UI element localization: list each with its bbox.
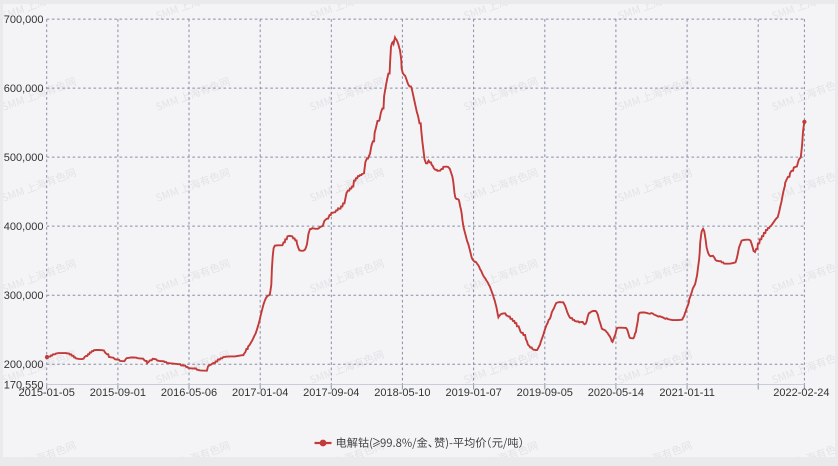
watermark-string	[772, 81, 835, 111]
watermark-text	[489, 440, 539, 457]
series-layer	[44, 34, 807, 372]
x-axis	[46, 384, 805, 390]
legend-label	[336, 437, 522, 450]
watermark-string	[618, 76, 693, 111]
watermark-string	[310, 349, 385, 384]
watermark-string	[181, 440, 231, 457]
watermark-text	[181, 440, 231, 457]
x-axis-label: 2019-09-05	[517, 387, 573, 399]
x-axis-label: 2022-02-24	[773, 387, 829, 399]
x-axis-label: 2021-01-11	[659, 387, 714, 399]
watermark-string	[310, 258, 385, 293]
watermark-string	[618, 258, 693, 293]
x-axis-label: 2015-09-01	[90, 387, 146, 399]
watermark-string	[643, 440, 693, 457]
watermark-string	[156, 349, 231, 384]
watermark-text	[3, 4, 47, 20]
watermark-text	[310, 4, 355, 20]
axis-labels: 170,550 200,000 300,000 400,000 500,000 600,0…	[4, 14, 830, 399]
watermark-text	[464, 4, 509, 20]
watermark-string	[3, 349, 77, 384]
watermark-text	[464, 167, 539, 202]
watermark-text	[3, 167, 77, 202]
y-axis-label: 600,000	[4, 83, 44, 95]
watermark-string	[156, 4, 201, 20]
watermark-text	[618, 167, 693, 202]
watermark-string	[310, 76, 385, 111]
watermark-string	[156, 76, 231, 111]
y-axis-label: 170,550	[4, 379, 44, 391]
watermark-string	[464, 76, 539, 111]
y-axis-label: 200,000	[4, 359, 44, 371]
watermark-string	[772, 4, 817, 20]
watermark-string	[772, 263, 835, 293]
watermark-text	[310, 258, 385, 293]
watermark-text	[156, 76, 231, 111]
watermark-string	[3, 76, 77, 111]
watermark-string	[3, 4, 47, 20]
watermark-text	[3, 258, 77, 293]
watermark-string	[156, 167, 231, 202]
legend[interactable]	[314, 437, 522, 450]
watermark-text	[3, 349, 77, 384]
watermark-string	[310, 4, 355, 20]
x-axis-label: 2017-09-04	[303, 387, 359, 399]
y-axis-label: 300,000	[4, 290, 44, 302]
watermark-text	[772, 81, 835, 111]
y-axis-label: 500,000	[4, 152, 44, 164]
x-axis-label: 2018-05-10	[374, 387, 430, 399]
x-axis-label: 2017-01-04	[232, 387, 288, 399]
watermark-string	[3, 258, 77, 293]
series-last-point	[802, 119, 807, 124]
chart-card-background	[3, 4, 835, 457]
watermark-text	[464, 258, 539, 293]
watermark-string	[489, 440, 539, 457]
watermark-text	[618, 4, 663, 20]
y-axis-label: 400,000	[4, 221, 44, 233]
x-axis-label: 2015-01-05	[19, 387, 75, 399]
watermark-text	[156, 258, 231, 293]
watermark-text	[3, 76, 77, 111]
watermark-text	[156, 349, 231, 384]
watermark-string	[618, 4, 663, 20]
watermark-string	[156, 258, 231, 293]
price-line	[46, 34, 806, 372]
watermark-text	[310, 76, 385, 111]
watermark-text	[643, 440, 693, 457]
series-first-point	[44, 355, 50, 360]
x-axis-label: 2019-01-07	[445, 387, 501, 399]
watermark-string	[3, 167, 77, 202]
watermark-string	[27, 440, 77, 457]
watermark-string	[618, 167, 693, 202]
watermark-string	[464, 258, 539, 293]
y-axis-label: 700,000	[4, 14, 44, 26]
watermark-text	[156, 4, 201, 20]
watermark-text	[772, 4, 817, 20]
watermark-string	[464, 167, 539, 202]
x-axis-label: 2016-05-06	[161, 387, 217, 399]
watermark-text	[156, 167, 231, 202]
watermark-text	[310, 349, 385, 384]
watermark-string	[464, 4, 509, 20]
watermark-string	[797, 445, 835, 457]
watermark-text	[27, 440, 77, 457]
watermark-text	[464, 76, 539, 111]
watermark-text	[772, 263, 835, 293]
watermark-string	[618, 349, 693, 384]
watermark-text	[618, 258, 693, 293]
x-axis-label: 2020-05-14	[588, 387, 644, 399]
watermark-text	[618, 349, 693, 384]
watermark-text	[618, 76, 693, 111]
legend-marker-dot	[319, 439, 327, 447]
watermark-text	[797, 445, 835, 457]
